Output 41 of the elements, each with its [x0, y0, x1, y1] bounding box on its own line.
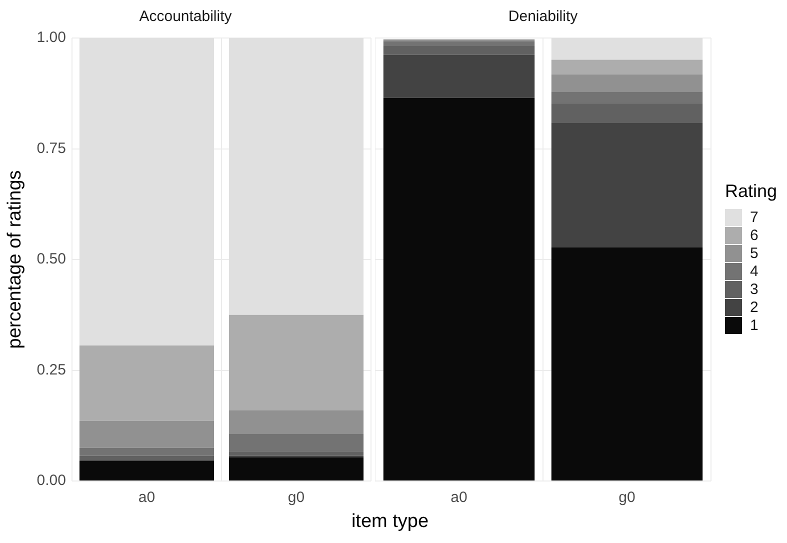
- legend-label: 3: [750, 280, 758, 298]
- chart-title: Deniability: [508, 8, 578, 26]
- x-tick-label: g0: [618, 489, 636, 506]
- bar: [228, 451, 364, 456]
- y-axis-title: percentage of ratings: [4, 170, 26, 349]
- bar: [228, 410, 364, 434]
- bar: [228, 434, 364, 452]
- legend-label: 6: [750, 226, 758, 244]
- bar: [228, 458, 364, 480]
- bar: [79, 456, 214, 461]
- bar: [228, 314, 364, 410]
- x-tick-label: g0: [288, 489, 305, 506]
- bar: [551, 92, 703, 104]
- bar: [79, 448, 214, 456]
- y-tick-label: 0.75: [36, 140, 66, 157]
- legend-label: 2: [750, 298, 758, 316]
- y-tick-label: 0.50: [36, 250, 66, 268]
- bar: [383, 41, 535, 46]
- bar: [383, 54, 535, 98]
- x-axis-title: item type: [350, 511, 430, 533]
- legend-title: Rating: [725, 181, 778, 202]
- x-tick-label: a0: [138, 489, 156, 506]
- bar: [551, 60, 703, 74]
- bar: [79, 460, 214, 480]
- legend-label: 1: [750, 316, 758, 334]
- legend-label: 5: [750, 244, 758, 262]
- bar: [551, 103, 703, 124]
- y-tick-label: 0.25: [36, 361, 66, 378]
- bar: [383, 46, 535, 55]
- bar: [79, 420, 214, 448]
- bar: [79, 345, 214, 421]
- bar: [383, 98, 535, 480]
- legend-label: 7: [750, 208, 758, 226]
- bar: [551, 248, 703, 480]
- y-tick-label: 0.00: [36, 472, 66, 490]
- x-tick-label: a0: [450, 489, 468, 506]
- chart-title: Accountability: [139, 8, 232, 26]
- bar: [551, 74, 703, 92]
- y-tick-label: 1.00: [36, 29, 66, 46]
- legend-label: 4: [750, 262, 758, 280]
- bar: [551, 123, 703, 248]
